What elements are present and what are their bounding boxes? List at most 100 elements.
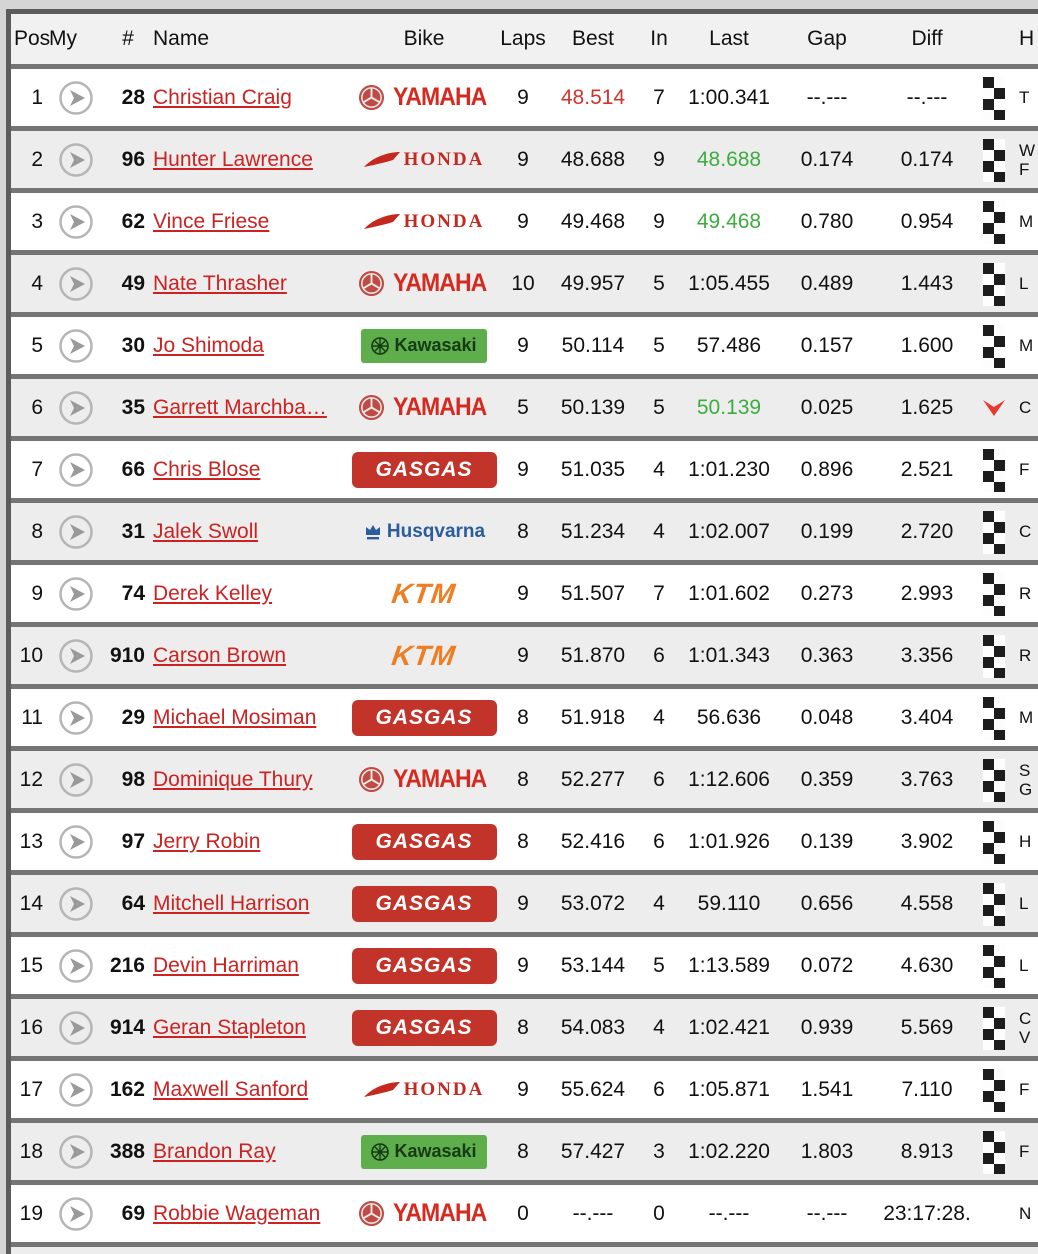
last-time-cell: 1:12.606 — [688, 767, 770, 791]
header-in[interactable]: In — [650, 27, 668, 50]
row-separator — [11, 746, 1038, 751]
status-flag-cell — [979, 262, 1009, 306]
position-cell: 4 — [31, 271, 43, 295]
my-favorite-button[interactable] — [58, 948, 94, 984]
header-last[interactable]: Last — [709, 27, 749, 50]
ktm-logo-text: KTM — [390, 639, 459, 671]
rider-name-link[interactable]: Robbie Wageman — [153, 1201, 321, 1225]
header-diff[interactable]: Diff — [911, 27, 943, 50]
my-favorite-button[interactable] — [58, 1010, 94, 1046]
rider-name-link[interactable]: Maxwell Sanford — [153, 1077, 309, 1101]
header-gap[interactable]: Gap — [807, 27, 847, 50]
gap-cell: 0.896 — [800, 457, 854, 481]
hometown-cell: M — [1019, 212, 1034, 231]
header-bike[interactable]: Bike — [403, 27, 445, 50]
row-separator — [11, 1056, 1038, 1061]
hometown-cell: M — [1019, 336, 1034, 355]
gap-cell: --.--- — [806, 1201, 848, 1225]
arrow-right-icon — [59, 576, 93, 611]
gap-cell: 0.157 — [800, 333, 854, 357]
yamaha-logo-text: YAMAHA — [392, 1199, 487, 1227]
my-favorite-button[interactable] — [58, 762, 94, 798]
my-favorite-button[interactable] — [58, 142, 94, 178]
rider-name-link[interactable]: Hunter Lawrence — [153, 147, 313, 171]
my-favorite-button[interactable] — [58, 452, 94, 488]
best-time-cell: 52.277 — [560, 767, 626, 791]
my-favorite-button[interactable] — [58, 638, 94, 674]
header-name[interactable]: Name — [153, 27, 210, 50]
my-favorite-button[interactable] — [58, 514, 94, 550]
ktm-logo: KTM — [390, 639, 459, 672]
position-cell: 14 — [19, 891, 43, 915]
rider-number-cell: 64 — [121, 891, 145, 915]
header-my[interactable]: My — [49, 27, 77, 50]
last-time-cell: --.--- — [708, 1201, 750, 1225]
my-favorite-button[interactable] — [58, 824, 94, 860]
honda-logo: HONDA — [363, 211, 485, 233]
rider-name-link[interactable]: Christian Craig — [153, 85, 292, 109]
rider-name-link[interactable]: Vince Friese — [153, 209, 270, 233]
rider-name-link[interactable]: Brandon Ray — [153, 1139, 276, 1163]
in-lap-cell: 4 — [653, 705, 665, 729]
rider-name-link[interactable]: Mitchell Harrison — [153, 891, 310, 915]
header-pos[interactable]: Pos — [14, 27, 51, 50]
rider-name-link[interactable]: Nate Thrasher — [153, 271, 287, 295]
status-flag-cell — [979, 324, 1009, 368]
rider-name-link[interactable]: Geran Stapleton — [153, 1015, 306, 1039]
rider-name-link[interactable]: Jalek Swoll — [153, 519, 259, 543]
my-favorite-button[interactable] — [58, 1196, 94, 1232]
last-time-cell: 48.688 — [696, 147, 762, 171]
rider-name-link[interactable]: Devin Harriman — [153, 953, 299, 977]
bike-brand-cell: Kawasaki — [349, 328, 499, 363]
honda-logo-text: HONDA — [403, 148, 485, 170]
header-hometown[interactable]: H — [1019, 27, 1035, 50]
table-row: 10 910 Carson Brown KTM 9 51.870 6 1:01.… — [11, 627, 1038, 684]
rider-name-link[interactable]: Garrett Marchba… — [153, 395, 327, 419]
header-number[interactable]: # — [122, 27, 134, 50]
row-separator — [11, 1118, 1038, 1123]
my-favorite-button[interactable] — [58, 1072, 94, 1108]
diff-cell: 0.954 — [900, 209, 954, 233]
header-laps[interactable]: Laps — [500, 27, 546, 50]
my-favorite-button[interactable] — [58, 266, 94, 302]
rider-name-link[interactable]: Jo Shimoda — [153, 333, 264, 357]
my-favorite-button[interactable] — [58, 328, 94, 364]
rider-name-link[interactable]: Chris Blose — [153, 457, 261, 481]
my-favorite-button[interactable] — [58, 204, 94, 240]
laps-cell: 9 — [517, 147, 529, 171]
gap-cell: 0.489 — [800, 271, 854, 295]
rider-name-link[interactable]: Michael Mosiman — [153, 705, 317, 729]
diff-cell: 8.913 — [900, 1139, 954, 1163]
my-favorite-button[interactable] — [58, 1134, 94, 1170]
yamaha-tuning-fork-icon — [358, 766, 384, 793]
best-time-cell: 53.072 — [560, 891, 626, 915]
my-favorite-button[interactable] — [58, 886, 94, 922]
status-flag-cell — [979, 200, 1009, 244]
my-favorite-button[interactable] — [58, 80, 94, 116]
position-cell: 10 — [19, 643, 43, 667]
my-favorite-button[interactable] — [58, 700, 94, 736]
my-favorite-button[interactable] — [58, 576, 94, 612]
last-time-cell: 1:01.602 — [688, 581, 770, 605]
my-favorite-button[interactable] — [58, 390, 94, 426]
row-separator — [11, 932, 1038, 937]
bike-brand-cell: YAMAHA — [349, 393, 499, 422]
rider-number-cell: 914 — [109, 1015, 145, 1039]
row-separator — [11, 994, 1038, 999]
rider-name-link[interactable]: Jerry Robin — [153, 829, 261, 853]
gap-cell: 0.139 — [800, 829, 854, 853]
kawasaki-logo-text: Kawasaki — [394, 1141, 477, 1161]
diff-cell: 23:17:28. — [883, 1201, 971, 1225]
position-cell: 17 — [19, 1077, 43, 1101]
arrow-right-icon — [59, 1196, 93, 1231]
in-lap-cell: 5 — [653, 953, 665, 977]
rider-name-link[interactable]: Derek Kelley — [153, 581, 273, 605]
gap-cell: 1.803 — [800, 1139, 854, 1163]
rider-name-link[interactable]: Dominique Thury — [153, 767, 313, 791]
best-time-cell: 50.114 — [561, 333, 625, 357]
laps-cell: 8 — [517, 705, 529, 729]
gasgas-logo-text: GASGAS — [375, 829, 473, 853]
checkered-flag-icon — [983, 820, 1005, 864]
rider-name-link[interactable]: Carson Brown — [153, 643, 287, 667]
header-best[interactable]: Best — [571, 27, 615, 50]
